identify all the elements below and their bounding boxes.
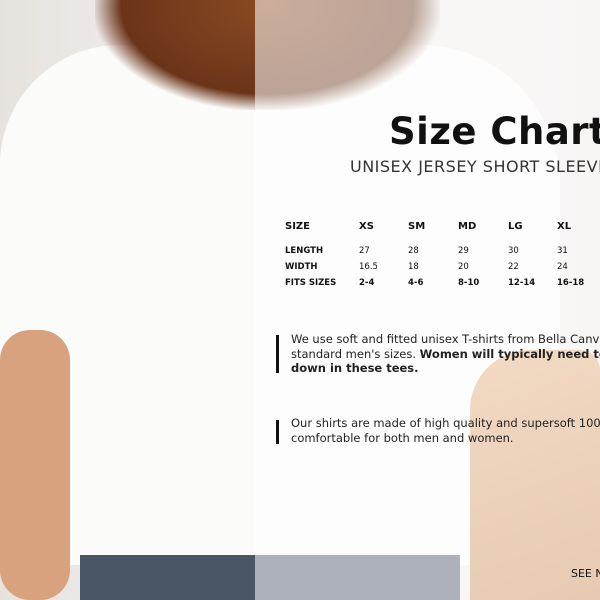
note-text: standard men's sizes. — [291, 346, 420, 361]
cell: 31 — [557, 246, 568, 256]
header-xs: XS — [359, 221, 374, 232]
note-1-line-3: down in these tees. — [291, 361, 600, 376]
cell: 12-14 — [508, 278, 536, 288]
cell: 2-4 — [359, 278, 375, 288]
note-1: We use soft and fitted unisex T-shirts f… — [291, 332, 600, 376]
cell: 18 — [408, 262, 419, 272]
subtitle: UNISEX JERSEY SHORT SLEEVE T — [350, 157, 600, 176]
note-bold-text: Women will typically need to or — [419, 346, 600, 361]
note-bold-text: down in these tees. — [291, 361, 419, 375]
see-more-text: SEE N — [571, 567, 600, 580]
cell: 4-6 — [408, 278, 424, 288]
cell: 16.5 — [359, 262, 378, 272]
page-title: Size Chart — [389, 110, 600, 153]
left-arm — [0, 330, 70, 600]
note-1-line-1: We use soft and fitted unisex T-shirts f… — [291, 332, 600, 346]
cell: 30 — [508, 246, 519, 256]
row-label-fits-sizes: FITS SIZES — [285, 278, 337, 288]
header-lg: LG — [508, 221, 523, 232]
note-1-line-2: standard men's sizes. Women will typical… — [291, 347, 600, 362]
row-label-length: LENGTH — [285, 246, 324, 256]
cell: 29 — [458, 246, 469, 256]
cell: 22 — [508, 262, 519, 272]
header-xl: XL — [557, 221, 572, 232]
note-2-line-1: Our shirts are made of high quality and … — [291, 416, 600, 430]
header-sm: SM — [408, 221, 426, 232]
cell: 16-18 — [557, 278, 585, 288]
note-2-line-2: comfortable for both men and women. — [291, 430, 514, 445]
cell: 20 — [458, 262, 469, 272]
quote-bar — [276, 335, 279, 373]
row-label-width: WIDTH — [285, 262, 318, 272]
white-overlay-panel — [255, 0, 600, 600]
quote-bar — [276, 420, 279, 444]
cell: 27 — [359, 246, 370, 256]
header-md: MD — [458, 221, 477, 232]
cell: 28 — [408, 246, 419, 256]
cell: 24 — [557, 262, 568, 272]
header-size: SIZE — [285, 221, 311, 232]
note-2: Our shirts are made of high quality and … — [291, 416, 600, 445]
cell: 8-10 — [458, 278, 480, 288]
